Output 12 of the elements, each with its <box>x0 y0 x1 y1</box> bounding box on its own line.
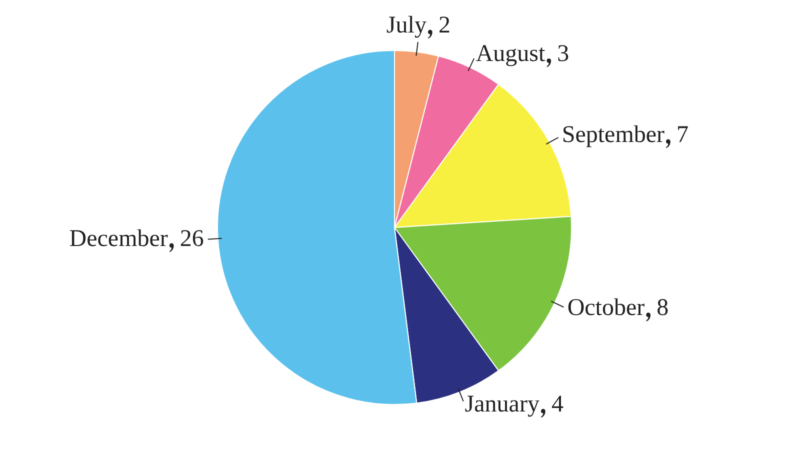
data-label: 8 <box>656 295 669 322</box>
slice-label: December <box>69 226 168 252</box>
data-label: 4 <box>551 391 564 418</box>
data-label: 3 <box>557 40 570 67</box>
slice-label: January <box>464 391 540 418</box>
data-label: 2 <box>438 12 450 38</box>
data-label: 26 <box>180 226 204 252</box>
slice-label: October <box>567 295 645 322</box>
slice-label: September <box>562 122 665 148</box>
slice-label: August <box>476 40 546 67</box>
slice-label: July <box>386 12 426 38</box>
data-label: 7 <box>676 122 689 148</box>
